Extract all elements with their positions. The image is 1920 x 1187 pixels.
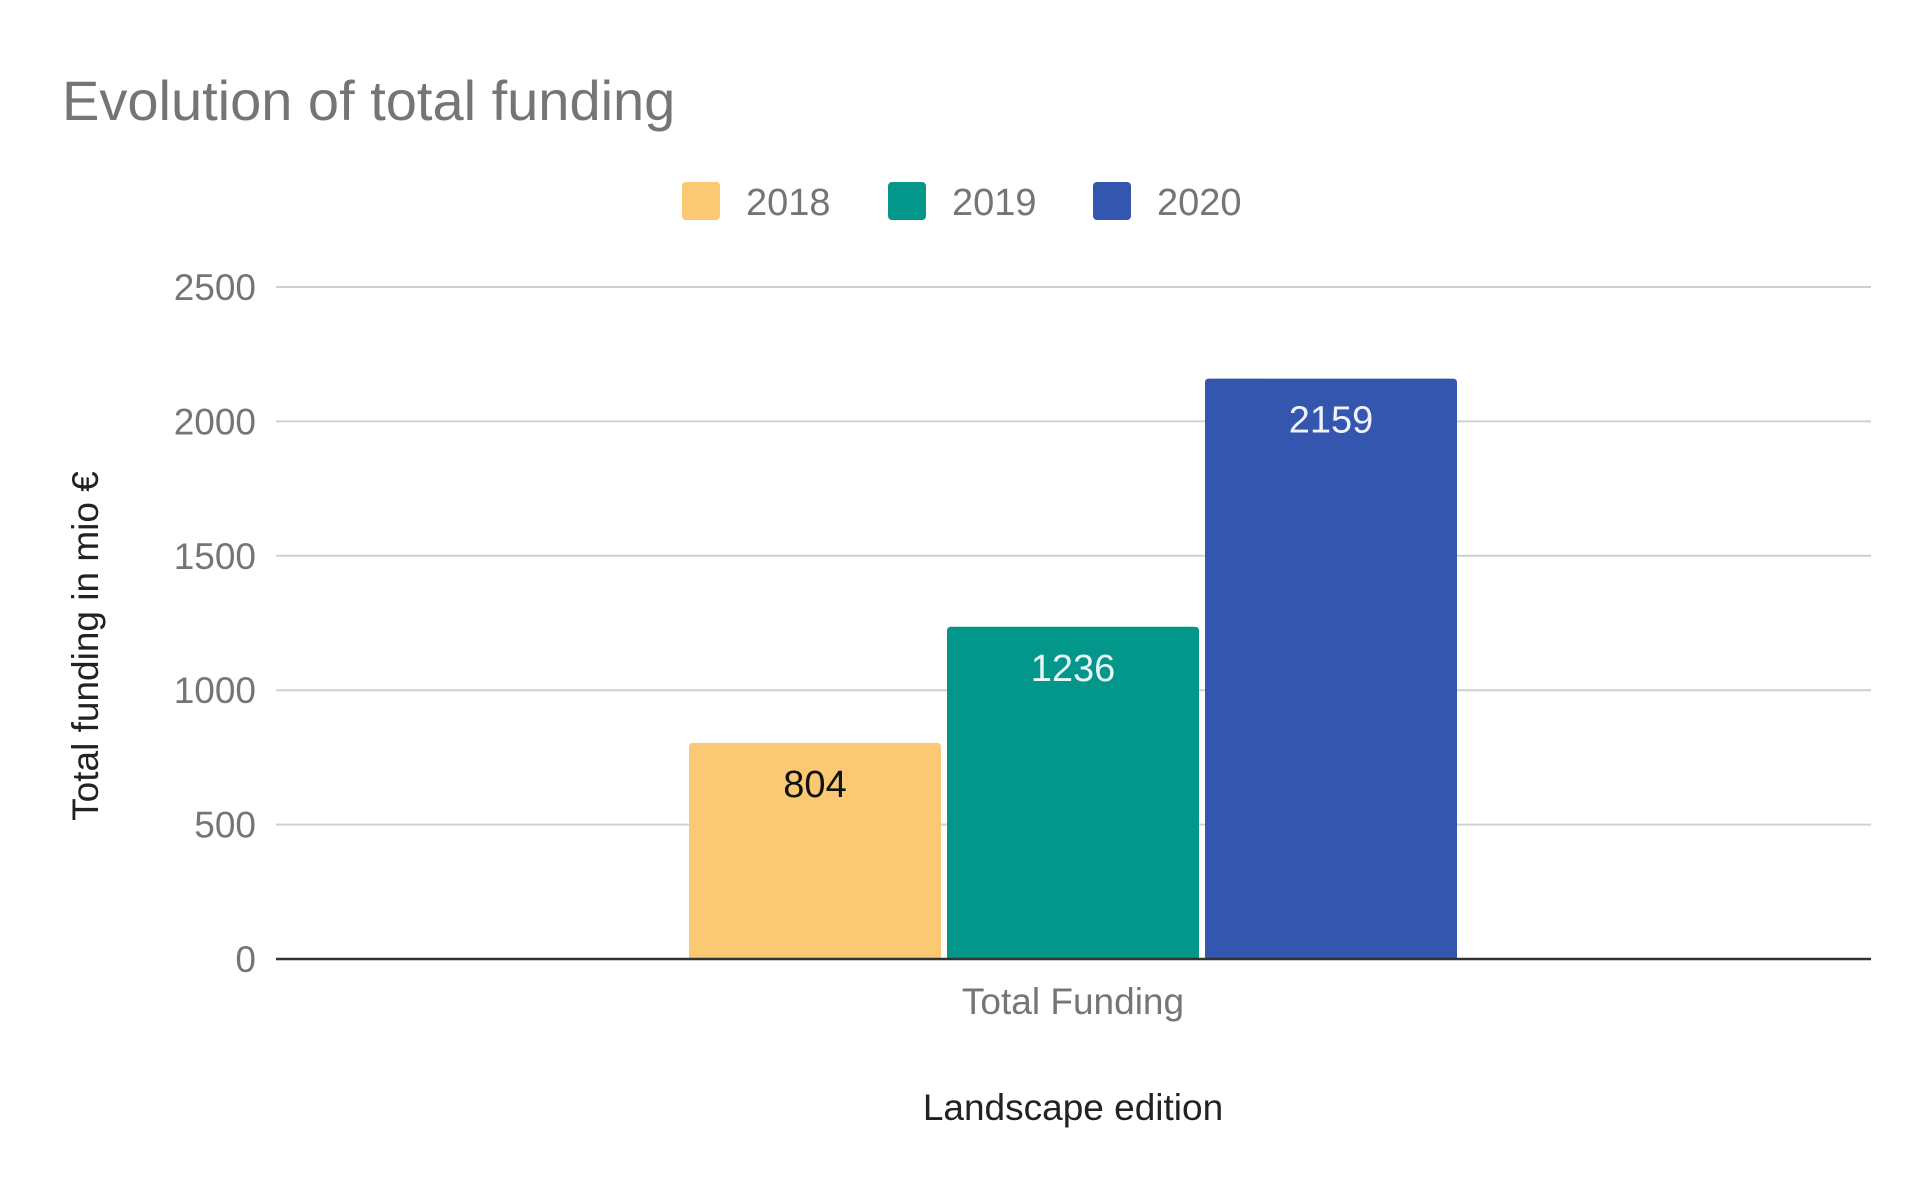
x-axis-title: Landscape edition	[923, 1087, 1223, 1128]
y-tick-label: 1000	[174, 670, 256, 711]
chart-title: Evolution of total funding	[62, 69, 675, 132]
y-tick-label: 2000	[174, 401, 256, 442]
bar-2019	[947, 626, 1199, 959]
data-label-2019: 1236	[1031, 648, 1116, 690]
bar-2018	[689, 742, 941, 959]
data-label-2018: 804	[783, 764, 846, 806]
y-tick-label: 2500	[174, 267, 256, 308]
legend-swatch-2020	[1093, 182, 1131, 220]
legend-label-2019: 2019	[952, 182, 1037, 224]
y-tick-label: 0	[235, 939, 256, 980]
y-tick-label: 500	[194, 805, 256, 846]
y-axis-ticks: 0 500 1000 1500 2000 2500	[174, 267, 256, 980]
bar-2020	[1205, 378, 1457, 960]
legend: 2018 2019 2020	[682, 182, 1242, 224]
y-axis-title: Total funding in mio €	[65, 471, 106, 821]
x-category-label: Total Funding	[962, 981, 1184, 1022]
gridlines	[276, 286, 1871, 826]
data-label-2020: 2159	[1289, 400, 1374, 442]
legend-label-2018: 2018	[746, 182, 831, 224]
legend-label-2020: 2020	[1157, 182, 1242, 224]
y-tick-label: 1500	[174, 536, 256, 577]
legend-swatch-2018	[682, 182, 720, 220]
legend-swatch-2019	[888, 182, 926, 220]
bars: 804 1236 2159	[689, 378, 1457, 960]
